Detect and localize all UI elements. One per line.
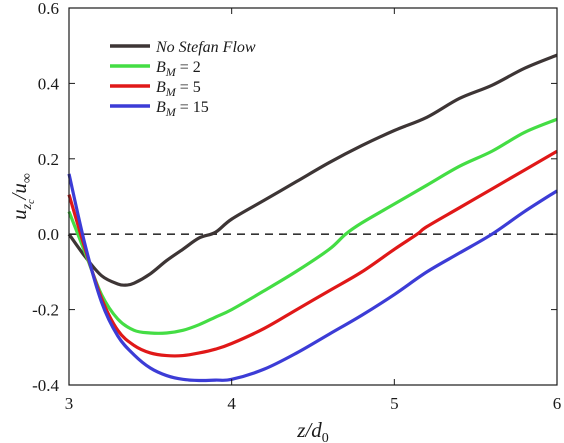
plot-background: [69, 8, 557, 385]
x-tick-label: 3: [65, 394, 74, 413]
legend: No Stefan Flow BM = 2BM = 5BM = 15: [110, 39, 256, 119]
y-tick-label: 0.6: [38, 0, 59, 18]
series-line-2: [67, 117, 558, 335]
x-axis-label: z/d0: [296, 418, 329, 443]
y-axis-label: uzc/u∞: [7, 173, 37, 220]
series-layer: [67, 53, 558, 383]
legend-label-3: BM = 5: [156, 79, 201, 99]
x-tick-label: 4: [227, 394, 236, 413]
tick-layer: 3 4 5 6 -0.4 -0.2 0.0 0.2 0.4 0.6: [32, 0, 561, 413]
y-tick-label: -0.2: [32, 301, 59, 320]
x-tick-label: 6: [553, 394, 562, 413]
axis-label-layer: z/d0 uzc/u∞: [7, 173, 329, 443]
y-tick-label: 0.4: [38, 74, 60, 93]
legend-label-2: BM = 2: [156, 59, 201, 79]
axes-box: [68, 7, 558, 386]
y-tick-label: -0.4: [32, 376, 59, 395]
plot-area: [69, 8, 557, 385]
series-line-3: [67, 149, 558, 358]
y-tick-label: 0.2: [38, 150, 59, 169]
legend-label-1: No Stefan Flow: [155, 39, 256, 56]
x-tick-label: 5: [390, 394, 399, 413]
y-tick-label: 0.0: [38, 225, 59, 244]
series-line-1: [67, 53, 558, 287]
axes-frame: [68, 7, 558, 386]
legend-label-4: BM = 15: [156, 99, 209, 119]
